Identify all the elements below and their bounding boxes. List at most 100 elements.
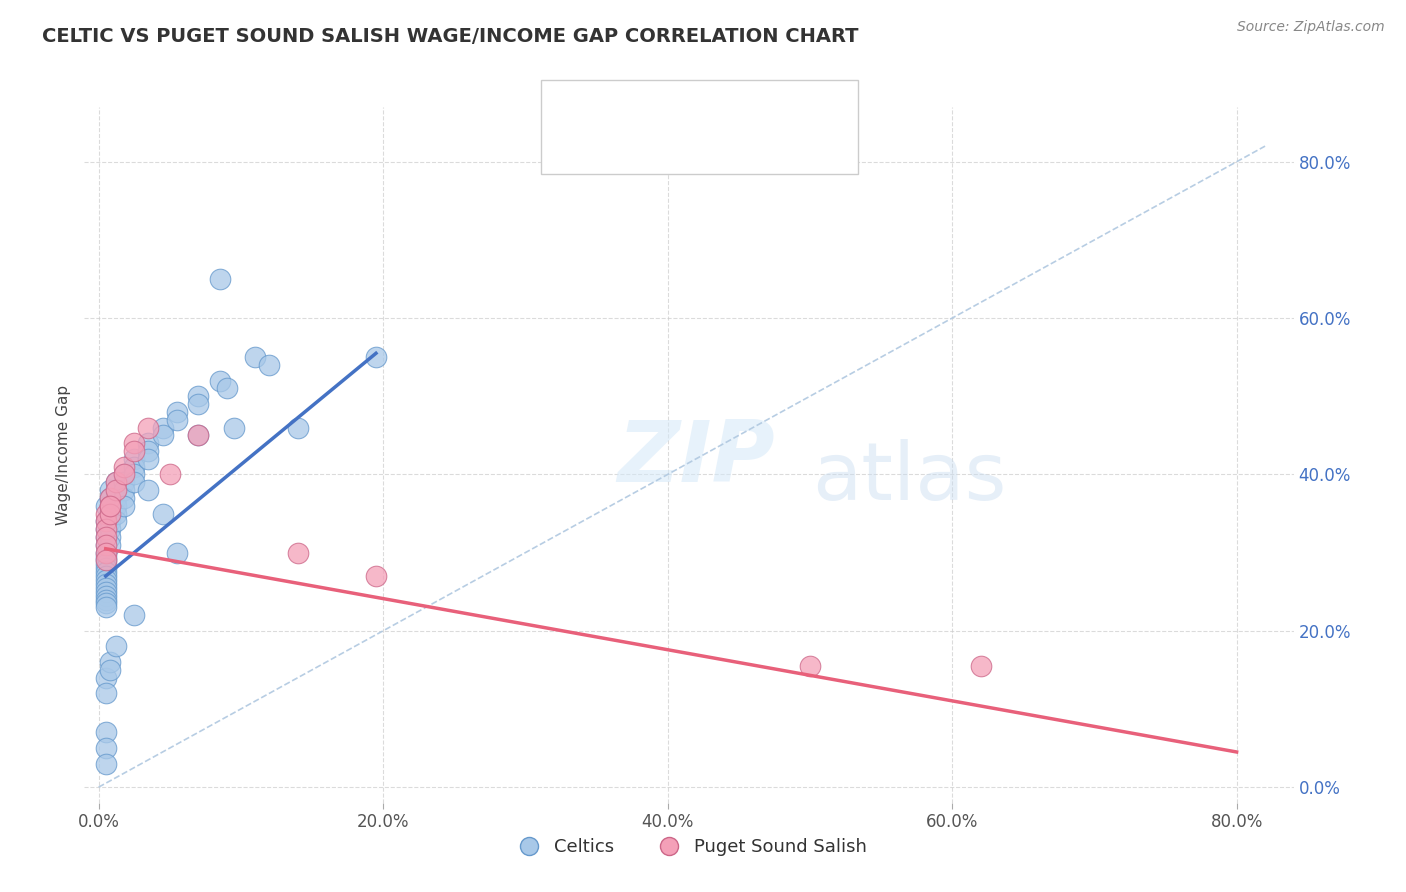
Point xyxy=(208,272,231,286)
Point xyxy=(104,507,127,521)
Point xyxy=(98,538,121,552)
Point xyxy=(112,475,135,490)
Point xyxy=(94,553,117,567)
Point xyxy=(166,413,188,427)
Point xyxy=(159,467,181,482)
Point xyxy=(104,491,127,505)
Point xyxy=(94,756,117,771)
Point xyxy=(98,514,121,528)
Point xyxy=(799,659,821,673)
Point xyxy=(94,573,117,587)
Point xyxy=(94,584,117,599)
Point xyxy=(98,491,121,505)
Legend: Celtics, Puget Sound Salish: Celtics, Puget Sound Salish xyxy=(503,831,875,863)
Point xyxy=(187,428,209,442)
Point xyxy=(166,546,188,560)
Point xyxy=(94,522,117,536)
Point xyxy=(138,444,160,458)
Point xyxy=(94,561,117,575)
Point xyxy=(122,436,145,450)
Point xyxy=(104,483,127,497)
Point xyxy=(94,507,117,521)
Point xyxy=(94,569,117,583)
Point xyxy=(112,467,135,482)
Point xyxy=(122,451,145,466)
Text: R =  0.209   N = 74: R = 0.209 N = 74 xyxy=(589,87,759,106)
Point xyxy=(112,459,135,474)
Point xyxy=(94,546,117,560)
Point xyxy=(94,565,117,579)
Point xyxy=(98,499,121,513)
Point xyxy=(94,725,117,739)
Point xyxy=(122,467,145,482)
Point xyxy=(94,592,117,607)
Text: R = -0.465   N = 24: R = -0.465 N = 24 xyxy=(589,130,759,148)
Point xyxy=(152,507,174,521)
Point xyxy=(94,597,117,611)
Point xyxy=(98,491,121,505)
Point xyxy=(364,569,387,583)
Point xyxy=(104,514,127,528)
Point xyxy=(94,741,117,756)
Point xyxy=(138,483,160,497)
Point xyxy=(138,420,160,434)
Point xyxy=(138,436,160,450)
Point xyxy=(364,350,387,364)
Point xyxy=(94,499,117,513)
Point xyxy=(104,475,127,490)
Point xyxy=(104,483,127,497)
Point xyxy=(208,374,231,388)
Point xyxy=(94,530,117,544)
Point xyxy=(98,522,121,536)
Point xyxy=(112,491,135,505)
Point xyxy=(122,459,145,474)
Point xyxy=(104,499,127,513)
Point xyxy=(94,522,117,536)
Point xyxy=(243,350,266,364)
Point xyxy=(94,589,117,603)
Point xyxy=(94,577,117,591)
Point xyxy=(98,663,121,677)
Point xyxy=(112,499,135,513)
Point xyxy=(94,558,117,572)
Point xyxy=(112,467,135,482)
Point xyxy=(94,671,117,685)
Point xyxy=(98,530,121,544)
Point xyxy=(138,451,160,466)
Point xyxy=(98,507,121,521)
Point xyxy=(94,538,117,552)
Point xyxy=(94,553,117,567)
Point xyxy=(122,444,145,458)
Point xyxy=(98,483,121,497)
Point xyxy=(94,538,117,552)
Point xyxy=(122,475,145,490)
Point xyxy=(152,428,174,442)
Point xyxy=(152,420,174,434)
Text: ZIP: ZIP xyxy=(617,417,775,500)
Point xyxy=(94,514,117,528)
Point xyxy=(94,514,117,528)
Point xyxy=(104,475,127,490)
Point xyxy=(187,389,209,403)
Point xyxy=(94,600,117,615)
Point xyxy=(287,420,309,434)
Point xyxy=(98,499,121,513)
Point xyxy=(94,546,117,560)
Point xyxy=(187,397,209,411)
Point xyxy=(215,382,238,396)
Point xyxy=(287,546,309,560)
Y-axis label: Wage/Income Gap: Wage/Income Gap xyxy=(56,384,72,525)
Point xyxy=(94,549,117,564)
Point xyxy=(122,608,145,623)
Text: atlas: atlas xyxy=(813,440,1007,517)
Point xyxy=(259,358,281,372)
Point xyxy=(969,659,991,673)
Point xyxy=(104,640,127,654)
Point xyxy=(94,686,117,700)
Point xyxy=(112,483,135,497)
Point xyxy=(98,507,121,521)
Point xyxy=(94,581,117,595)
Point xyxy=(94,530,117,544)
Text: Source: ZipAtlas.com: Source: ZipAtlas.com xyxy=(1237,20,1385,34)
Point xyxy=(98,499,121,513)
